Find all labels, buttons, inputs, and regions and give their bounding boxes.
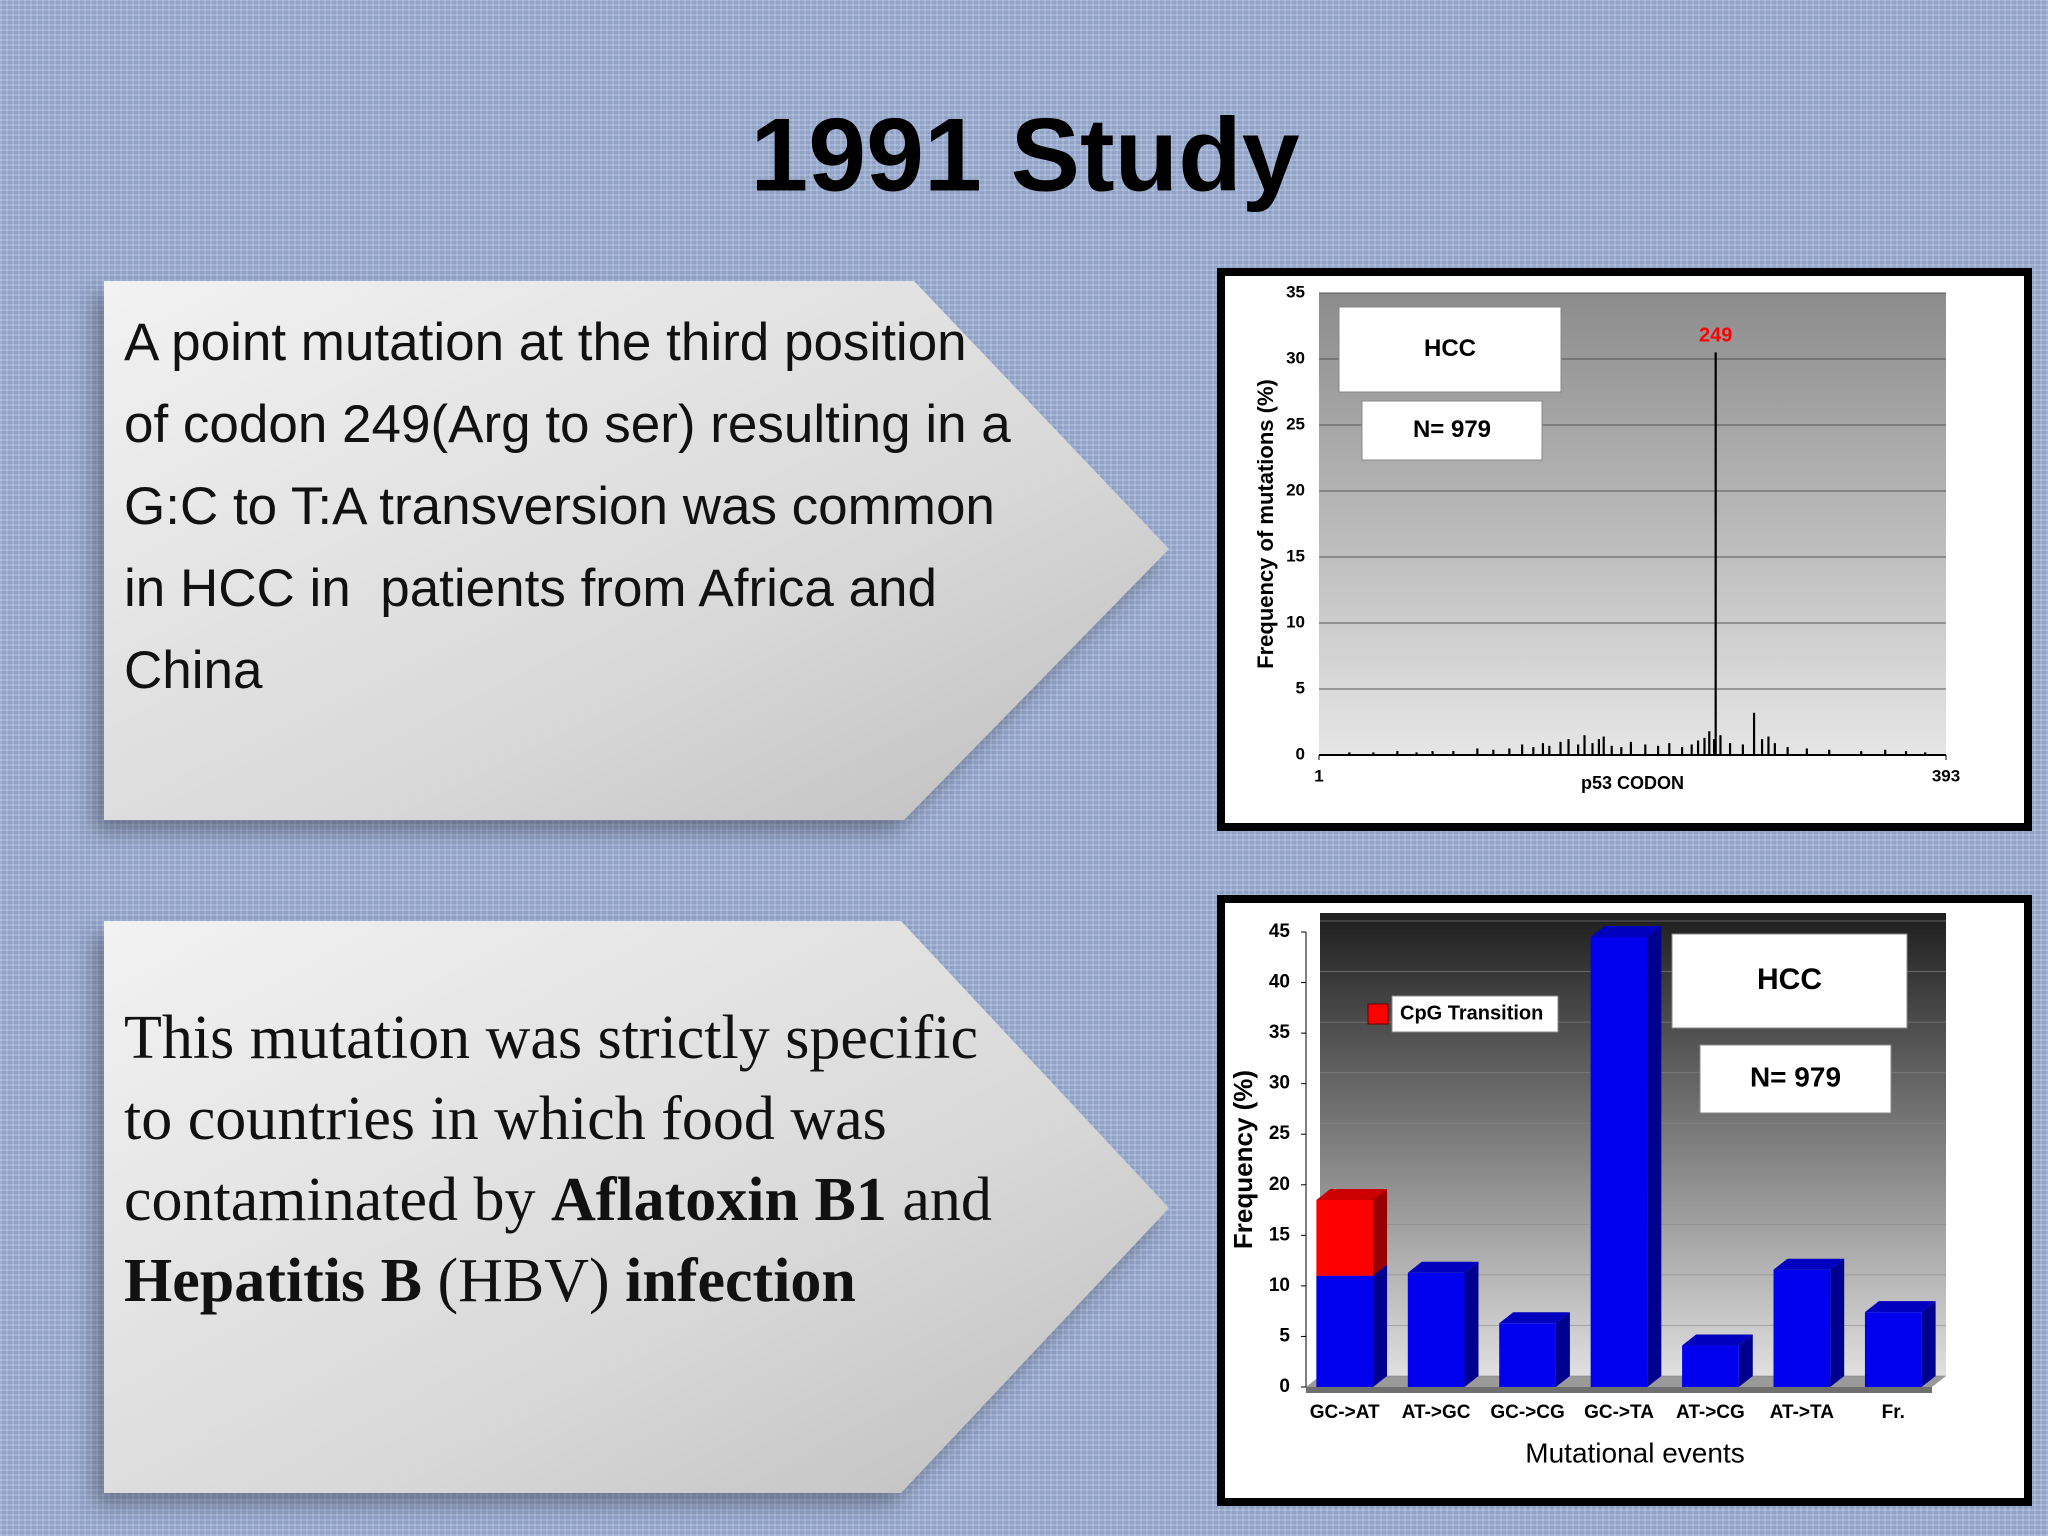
bar-chart-3d: 0 5 10 15 20 25 30 35 40 45 GC->AT AT->GC GC->CG GC->… xyxy=(1217,895,2032,1506)
y-tick-label: 5 xyxy=(1279,1325,1290,1346)
y-tick-label: 20 xyxy=(1269,1174,1290,1195)
y-tick-label: 25 xyxy=(1286,414,1305,433)
bar xyxy=(1316,1275,1374,1387)
bar xyxy=(1682,1345,1739,1387)
y-tick-label: 5 xyxy=(1296,678,1305,697)
y-tick-label: 45 xyxy=(1269,921,1291,942)
y-tick-label: 35 xyxy=(1286,282,1305,301)
annotation-box xyxy=(1699,1044,1892,1114)
x-tick-label: AT->CG xyxy=(1676,1402,1745,1423)
y-tick-label: 35 xyxy=(1269,1022,1291,1043)
text-run: This mutation was strictly specific to c… xyxy=(124,1004,994,1234)
x-tick-label: GC->CG xyxy=(1490,1402,1564,1423)
panel-text: This mutation was strictly specific to c… xyxy=(124,998,1004,1322)
bar xyxy=(1316,1199,1374,1276)
annotation-text: HCC xyxy=(1424,335,1476,362)
y-tick-label: 20 xyxy=(1286,480,1305,499)
bar xyxy=(1864,1312,1922,1387)
text-run: and xyxy=(886,1166,1008,1234)
slide-title: 1991 Study xyxy=(750,97,1299,213)
bar-side xyxy=(1555,1312,1570,1387)
x-tick-label: AT->GC xyxy=(1402,1402,1471,1423)
bold-text: Aflatoxin B1 xyxy=(550,1166,887,1234)
arrow-panel xyxy=(104,281,1169,820)
bar-top xyxy=(1590,926,1662,938)
bar-side xyxy=(1921,1301,1936,1387)
y-tick-label: 0 xyxy=(1279,1376,1290,1397)
x-tick-label: Fr. xyxy=(1882,1402,1905,1423)
x-axis-label: Mutational events xyxy=(1525,1437,1744,1468)
y-axis-label: Frequency (%) xyxy=(1228,1070,1258,1249)
bar-side xyxy=(1464,1261,1479,1387)
y-tick-label: 10 xyxy=(1269,1275,1290,1296)
bar xyxy=(1499,1323,1556,1387)
text-run: (HBV) xyxy=(421,1247,626,1315)
y-tick-label: 40 xyxy=(1269,972,1290,993)
spike-chart: 0 5 10 15 20 25 30 35 1 393 p53 CODON Frequency of … xyxy=(1217,268,2032,831)
bold-text: Hepatitis B xyxy=(124,1247,422,1315)
bar xyxy=(1773,1269,1831,1387)
bar-top xyxy=(1682,1334,1753,1346)
bar-side xyxy=(1738,1334,1753,1387)
y-tick-label: 15 xyxy=(1286,546,1305,565)
y-axis-label: Frequency of mutations (%) xyxy=(1253,379,1278,669)
bar xyxy=(1407,1272,1465,1387)
legend-label: CpG Transition xyxy=(1400,1002,1543,1024)
annotation-box xyxy=(1361,400,1543,461)
y-tick-label: 10 xyxy=(1286,612,1305,631)
bar-side xyxy=(1373,1188,1388,1276)
x-tick-label: AT->TA xyxy=(1770,1402,1834,1423)
annotation-text: HCC xyxy=(1757,963,1822,996)
bar-top xyxy=(1407,1261,1479,1273)
bar xyxy=(1590,937,1648,1387)
y-tick-label: 15 xyxy=(1269,1224,1291,1245)
y-tick-label: 30 xyxy=(1269,1073,1290,1094)
legend-box xyxy=(1391,995,1559,1033)
annotation-box xyxy=(1671,933,1908,1029)
bar-top xyxy=(1499,1312,1570,1324)
bar-side xyxy=(1830,1258,1845,1387)
bar-top xyxy=(1316,1188,1388,1200)
annotation-text: N= 979 xyxy=(1750,1061,1841,1092)
bar-top xyxy=(1864,1301,1936,1313)
y-tick-label: 0 xyxy=(1296,744,1305,763)
legend-swatch xyxy=(1367,1003,1389,1025)
x-tick-label: GC->TA xyxy=(1584,1402,1654,1423)
annotation-text: N= 979 xyxy=(1413,416,1491,443)
y-tick-label: 30 xyxy=(1286,348,1305,367)
bar-side xyxy=(1373,1264,1388,1387)
x-tick-label: GC->AT xyxy=(1310,1402,1380,1423)
x-tick-label: 1 xyxy=(1314,766,1323,785)
annotation-box xyxy=(1338,306,1562,393)
panel-text: A point mutation at the third position o… xyxy=(124,313,1026,700)
bar-top xyxy=(1773,1258,1845,1270)
x-axis-label: p53 CODON xyxy=(1581,773,1684,793)
y-tick-label: 25 xyxy=(1269,1123,1291,1144)
floor-edge xyxy=(1306,1387,1932,1393)
x-tick-label: 393 xyxy=(1932,766,1960,785)
spike-label: 249 xyxy=(1699,325,1732,347)
bar-side xyxy=(1647,926,1662,1387)
bold-text: infection xyxy=(625,1247,856,1315)
arrow-panel xyxy=(104,921,1169,1493)
